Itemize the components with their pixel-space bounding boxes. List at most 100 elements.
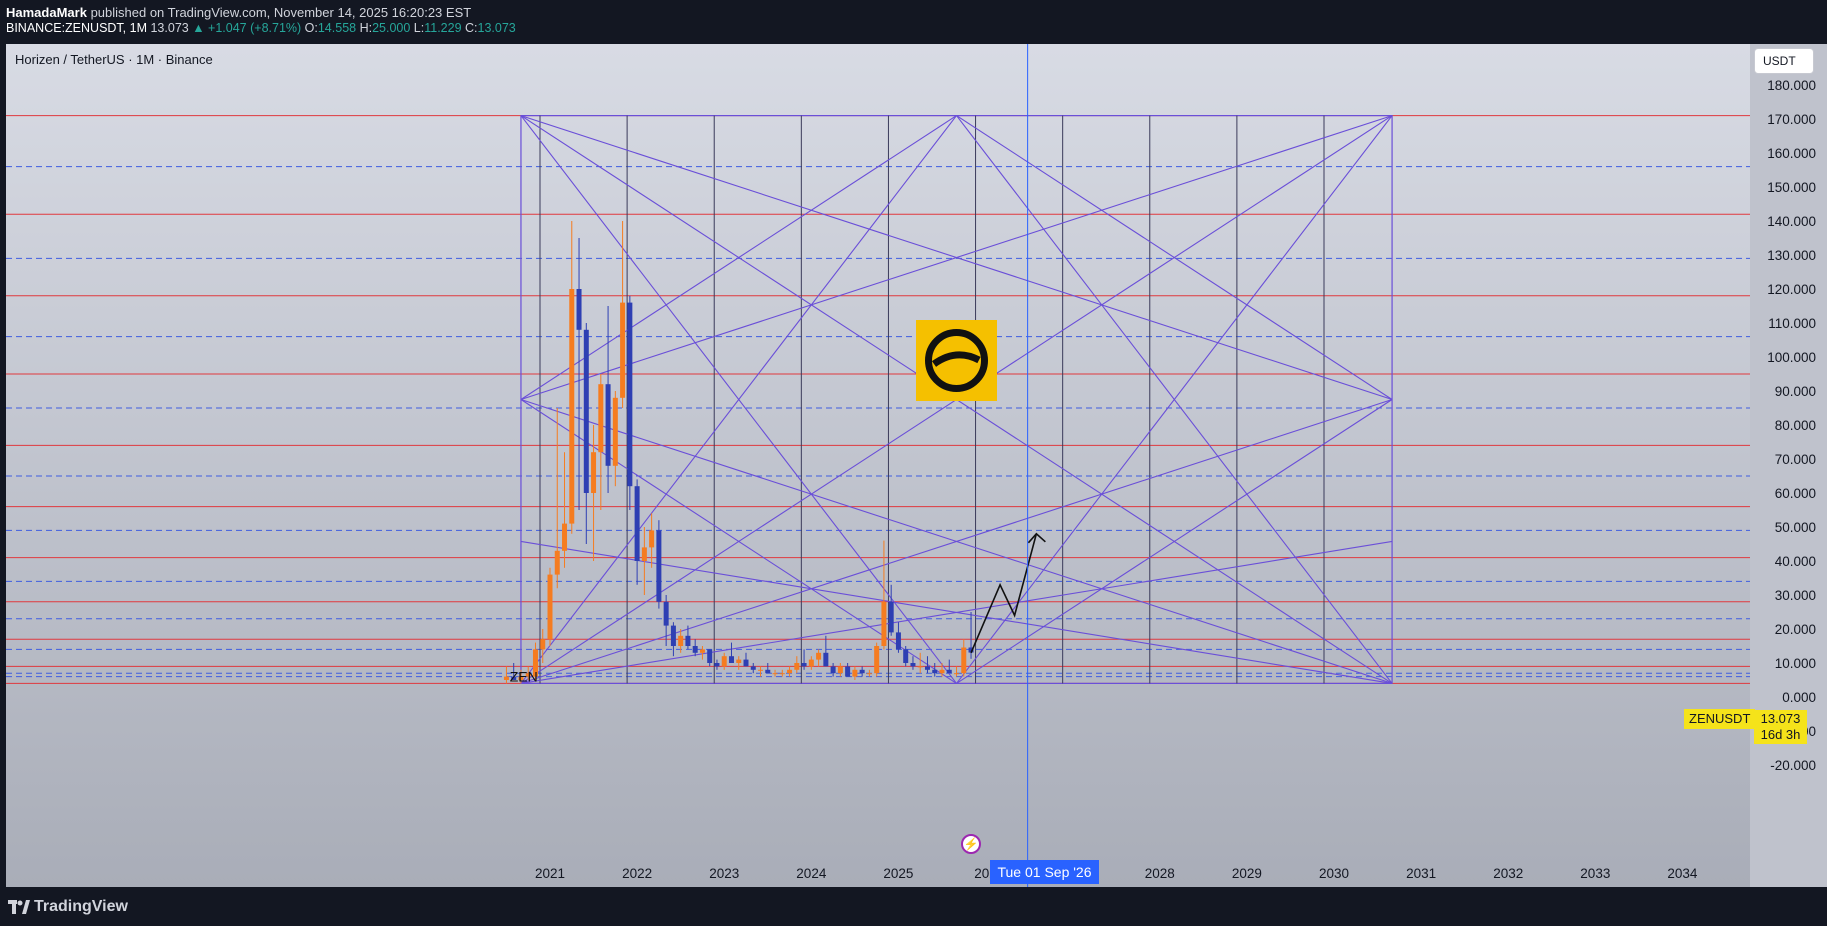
price-axis-tick: 170.000 <box>1767 112 1816 127</box>
candle-body <box>816 652 822 660</box>
time-axis-tick: 2028 <box>1145 866 1175 881</box>
author-name[interactable]: HamadaMark <box>6 5 87 20</box>
candle-body <box>765 669 771 674</box>
candle-body <box>634 486 640 561</box>
candle-body <box>794 663 800 670</box>
price-axis-tick: 140.000 <box>1767 214 1816 229</box>
candle-body <box>917 666 923 668</box>
price-axis-tick: -20.000 <box>1770 758 1816 773</box>
candle-body <box>787 669 793 674</box>
horizen-logo <box>916 320 997 401</box>
time-axis-tick: 2021 <box>535 866 565 881</box>
candle-body <box>758 669 764 671</box>
candle-body <box>547 574 553 640</box>
candle-body <box>750 666 756 670</box>
candle-body <box>583 329 589 493</box>
candle-body <box>910 663 916 667</box>
candle-body <box>961 647 967 674</box>
price-axis-tick: 100.000 <box>1767 350 1816 365</box>
candle-body <box>808 659 814 667</box>
candle-body <box>612 397 618 466</box>
price-axis-tick: 40.000 <box>1775 554 1816 569</box>
projection-path <box>970 533 1038 654</box>
gann-fan-line <box>520 115 957 400</box>
price-axis-tick: 20.000 <box>1775 622 1816 637</box>
price-axis-tick: 10.000 <box>1775 656 1816 671</box>
price-axis-background <box>1750 44 1827 887</box>
candle-body <box>721 656 727 667</box>
time-axis-tick: 2029 <box>1232 866 1262 881</box>
candle-body <box>627 302 633 487</box>
time-axis-tick: 2034 <box>1667 866 1698 881</box>
low-label: L: <box>413 21 425 35</box>
candle-body <box>859 669 865 674</box>
candle-body <box>562 523 568 551</box>
gann-fan-line <box>520 115 957 684</box>
candle-body <box>511 676 517 680</box>
gann-fan-line <box>520 540 1393 684</box>
candle-body <box>649 530 655 548</box>
symbol-price-badge: ZENUSDT <box>1684 709 1756 729</box>
tradingview-logo-icon <box>8 900 30 914</box>
open-value: 14.558 <box>317 21 357 35</box>
candle-body <box>728 656 734 663</box>
price-axis-tick: 30.000 <box>1775 588 1816 603</box>
candle-body <box>772 673 778 675</box>
candle-countdown: 16d 3h <box>1760 727 1801 742</box>
gann-fan-line <box>956 115 1393 400</box>
price-axis-tick: 150.000 <box>1767 180 1816 195</box>
candle-body <box>946 669 952 674</box>
zen-text-label: ZEN <box>510 668 538 684</box>
candle-body <box>779 673 785 675</box>
price-axis-tick: 60.000 <box>1775 486 1816 501</box>
candle-body <box>692 646 698 653</box>
candle-body <box>736 659 742 663</box>
candle-body <box>620 302 626 398</box>
candle-body <box>881 601 887 646</box>
tradingview-wordmark: TradingView <box>34 898 128 915</box>
price-axis-tick: 110.000 <box>1768 316 1816 331</box>
price-axis-tick: 80.000 <box>1775 418 1816 433</box>
candle-body <box>699 649 705 653</box>
price-axis-tick: 90.000 <box>1775 384 1816 399</box>
time-axis-tick: 2033 <box>1580 866 1610 881</box>
candle-body <box>569 289 575 524</box>
gann-fan-line <box>956 399 1393 684</box>
projection-arrowhead <box>1027 532 1046 544</box>
price-axis-tick: 120.000 <box>1767 282 1816 297</box>
candle-body <box>852 669 858 677</box>
tradingview-brand[interactable]: TradingView <box>8 898 128 916</box>
time-axis-tick: 2030 <box>1319 866 1349 881</box>
gann-fan-line <box>956 115 1393 684</box>
plot-background <box>6 44 1750 887</box>
chart-title: Horizen / TetherUS · 1M · Binance <box>15 52 213 67</box>
price-change: ▲ +1.047 (+8.71%) <box>192 21 302 35</box>
chart-canvas[interactable]: ZEN 180.000 170.000 160.000 150.000 140.000 1… <box>6 44 1827 887</box>
candle-body <box>903 649 909 663</box>
lightning-icon[interactable]: ⚡ <box>961 834 981 854</box>
candle-body <box>874 646 880 674</box>
chart-area[interactable]: ZEN 180.000 170.000 160.000 150.000 140.000 1… <box>6 44 1827 887</box>
candle-body <box>954 673 960 675</box>
candle-body <box>845 666 851 677</box>
high-value: 25.000 <box>372 21 411 35</box>
crosshair-date-label: Tue 01 Sep '26 <box>990 860 1099 884</box>
candle-body <box>598 384 604 453</box>
price-axis-tick: 160.000 <box>1767 146 1816 161</box>
candle-body <box>830 666 836 674</box>
last-price: 13.073 <box>150 21 189 35</box>
currency-button[interactable]: USDT <box>1754 48 1814 74</box>
candle-body <box>801 663 807 667</box>
publish-info: published on TradingView.com, November 1… <box>90 5 472 20</box>
symbol-name: BINANCE:ZENUSDT, 1M <box>6 21 147 35</box>
candle-body <box>823 652 829 667</box>
open-label: O: <box>304 21 318 35</box>
time-axis-tick: 2024 <box>796 866 827 881</box>
price-axis-tick: 70.000 <box>1775 452 1816 467</box>
candle-body <box>576 289 582 330</box>
candle-body <box>591 452 597 493</box>
close-label: C: <box>465 21 478 35</box>
low-value: 11.229 <box>424 21 462 35</box>
candle-body <box>641 547 647 561</box>
time-axis-tick: 2032 <box>1493 866 1523 881</box>
